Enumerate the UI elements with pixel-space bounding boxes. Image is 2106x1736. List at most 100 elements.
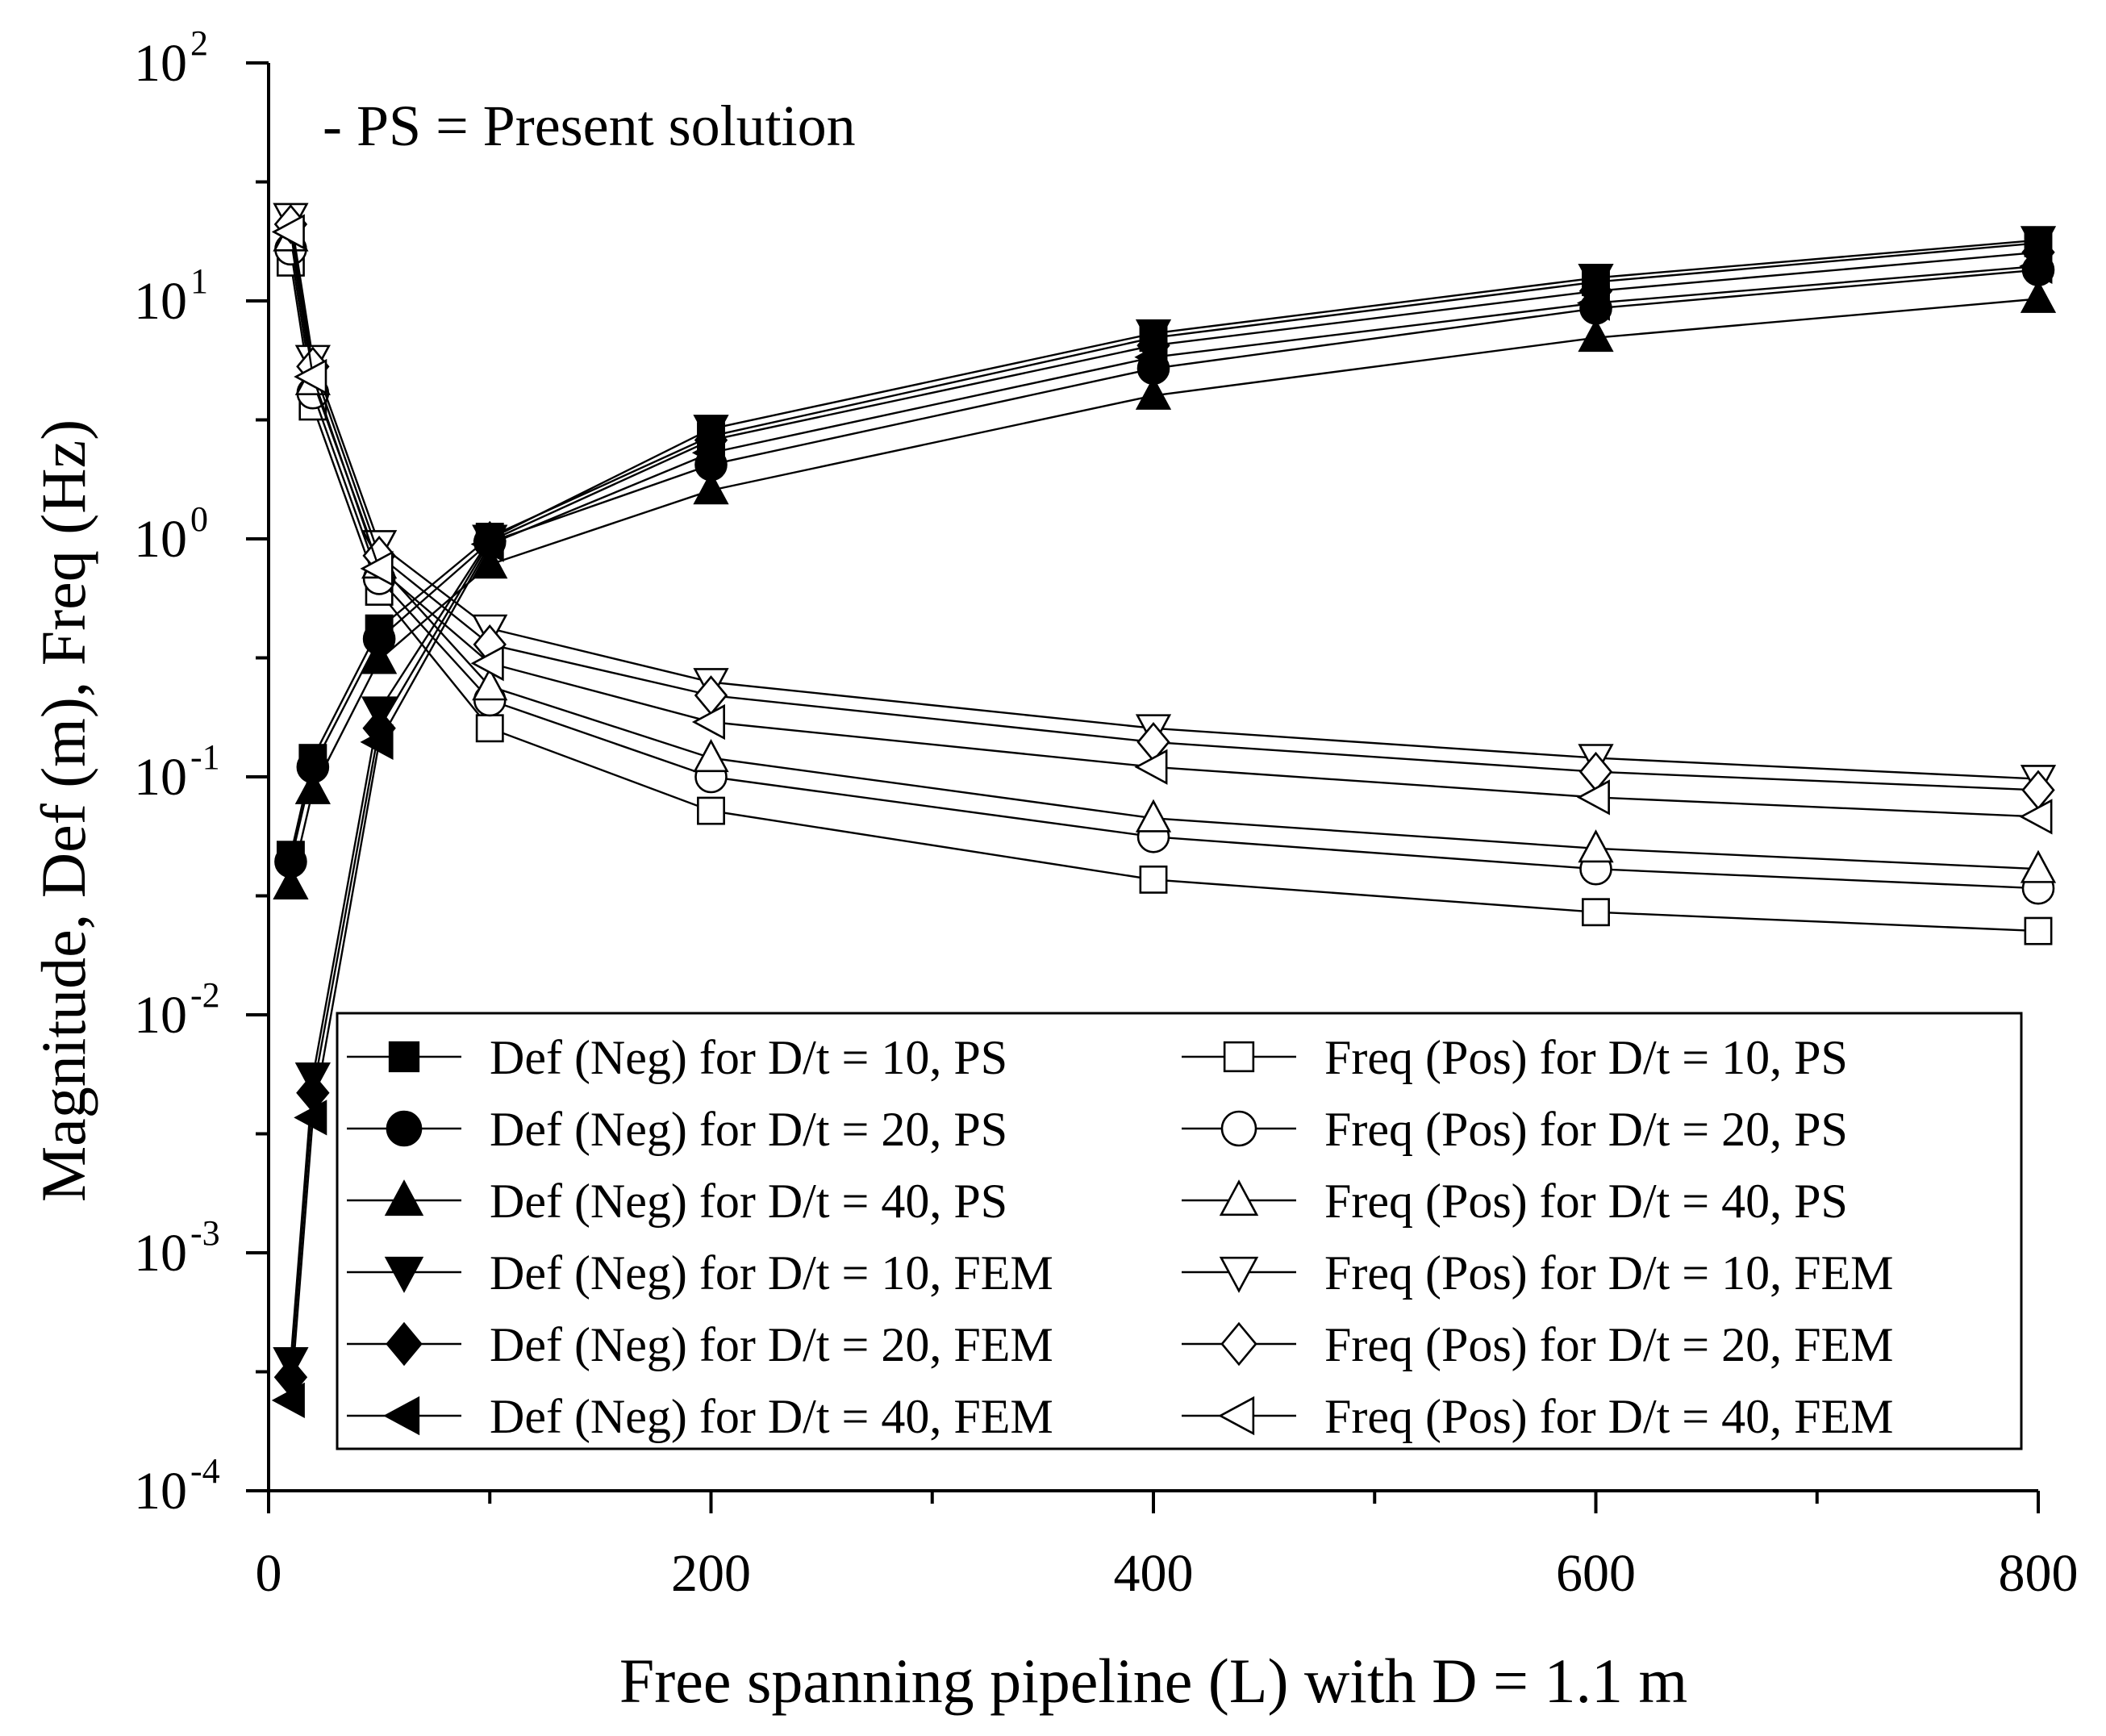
legend-label: Def (Neg) for D/t = 20, PS: [490, 1103, 1007, 1156]
series-line: [290, 242, 2039, 855]
legend-label: Def (Neg) for D/t = 40, FEM: [490, 1390, 1053, 1443]
legend-marker: [1220, 1321, 1257, 1367]
legend-item: Freq (Pos) for D/t = 40, PS: [1182, 1175, 1848, 1228]
data-point: [360, 550, 394, 586]
data-point: [470, 645, 504, 682]
x-axis-title: Free spanning pipeline (L) with D = 1.1 …: [619, 1646, 1687, 1716]
y-tick-exponent: -2: [190, 975, 220, 1015]
legend-item: Def (Neg) for D/t = 40, PS: [347, 1175, 1007, 1228]
series-line: [290, 248, 2039, 890]
legend-marker: [1219, 1179, 1259, 1216]
series-line: [290, 239, 2039, 1362]
y-tick-label: 10 -1: [134, 737, 220, 807]
y-tick-label: 10 -4: [134, 1451, 220, 1521]
x-tick-label: 0: [256, 1544, 282, 1603]
x-tick-label: 800: [1999, 1544, 2079, 1603]
legend-label: Freq (Pos) for D/t = 40, PS: [1324, 1175, 1848, 1228]
data-point: [361, 641, 398, 674]
legend-marker: [386, 1110, 423, 1147]
legend: Def (Neg) for D/t = 10, PS Def (Neg) for …: [336, 1012, 2023, 1450]
y-tick-label: 10 1: [134, 261, 208, 331]
legend-item: Freq (Pos) for D/t = 20, FEM: [1182, 1318, 1894, 1371]
legend-box: [336, 1012, 2023, 1450]
y-tick-exponent: 1: [190, 261, 208, 301]
series-line: [290, 237, 2039, 870]
legend-marker: [1223, 1041, 1255, 1073]
series-9: [273, 218, 2057, 883]
legend-label: Freq (Pos) for D/t = 10, PS: [1324, 1031, 1848, 1084]
data-point: [2019, 799, 2053, 835]
data-point: [2020, 279, 2057, 313]
data-point: [1139, 865, 1168, 894]
y-tick-base: 10: [134, 1462, 187, 1521]
y-tick-label: 10 0: [134, 499, 208, 569]
series-line: [290, 216, 2039, 780]
data-point: [1578, 829, 1614, 863]
y-tick-exponent: -3: [190, 1213, 220, 1253]
series-line: [290, 265, 2039, 1400]
legend-marker: [1220, 1110, 1257, 1147]
series-line: [290, 262, 2039, 933]
data-point: [1576, 285, 1610, 321]
data-point: [691, 703, 725, 741]
legend-label: Def (Neg) for D/t = 20, FEM: [490, 1318, 1053, 1371]
data-point: [294, 770, 331, 804]
y-tick-exponent: -1: [190, 737, 220, 777]
series-line: [290, 298, 2039, 886]
data-point: [470, 526, 504, 562]
series-12: [271, 214, 2053, 835]
data-point: [1582, 898, 1610, 927]
data-point: [271, 214, 305, 250]
y-tick-exponent: -4: [190, 1451, 220, 1491]
y-tick-label: 10 2: [134, 23, 208, 93]
data-point: [360, 724, 394, 761]
data-point: [697, 796, 725, 825]
data-point: [472, 667, 508, 701]
legend-item: Freq (Pos) for D/t = 20, PS: [1182, 1103, 1848, 1156]
legend-marker: [388, 1041, 420, 1073]
y-tick-exponent: 0: [190, 499, 208, 539]
data-point: [271, 1382, 305, 1418]
y-tick-label: 10 -2: [134, 975, 220, 1045]
x-tick-label: 200: [671, 1544, 751, 1603]
legend-item: Def (Neg) for D/t = 10, PS: [347, 1031, 1007, 1084]
legend-label: Def (Neg) for D/t = 10, FEM: [490, 1246, 1053, 1300]
data-point: [2024, 916, 2053, 945]
series-line: [290, 232, 2039, 818]
annotation: - PS = Present solution: [323, 94, 856, 158]
legend-item: Def (Neg) for D/t = 10, FEM: [347, 1246, 1053, 1300]
data-point: [1134, 749, 1168, 785]
data-point: [2020, 849, 2057, 883]
legend-label: Freq (Pos) for D/t = 20, FEM: [1324, 1318, 1894, 1371]
legend-label: Def (Neg) for D/t = 40, PS: [490, 1175, 1007, 1228]
data-point: [2019, 248, 2053, 285]
data-point: [472, 545, 508, 579]
series-3: [273, 279, 2057, 899]
data-point: [1134, 339, 1168, 375]
legend-item: Freq (Pos) for D/t = 40, FEM: [1182, 1390, 1894, 1443]
data-point: [693, 471, 729, 505]
legend-marker: [1219, 1256, 1259, 1293]
legend-label: Freq (Pos) for D/t = 40, FEM: [1324, 1390, 1894, 1443]
series-line: [290, 251, 2039, 1378]
data-point: [294, 1100, 327, 1136]
y-tick-base: 10: [134, 748, 187, 807]
legend-item: Def (Neg) for D/t = 40, FEM: [347, 1390, 1053, 1443]
x-tick-label: 400: [1114, 1544, 1194, 1603]
legend-marker: [386, 1321, 423, 1367]
data-point: [475, 714, 504, 743]
y-tick-exponent: 2: [190, 23, 208, 63]
x-tick-label: 600: [1556, 1544, 1636, 1603]
y-axis-title: Magnitude, Def (m), Freq (Hz): [28, 419, 98, 1202]
legend-marker: [383, 1396, 420, 1436]
y-tick-base: 10: [134, 510, 187, 569]
y-tick-base: 10: [134, 986, 187, 1045]
data-point: [693, 738, 729, 773]
legend-item: Def (Neg) for D/t = 20, PS: [347, 1103, 1007, 1156]
legend-item: Freq (Pos) for D/t = 10, FEM: [1182, 1246, 1894, 1300]
data-point: [273, 866, 309, 899]
legend-label: Def (Neg) for D/t = 10, PS: [490, 1031, 1007, 1084]
y-tick-base: 10: [134, 34, 187, 93]
y-tick-base: 10: [134, 1224, 187, 1283]
